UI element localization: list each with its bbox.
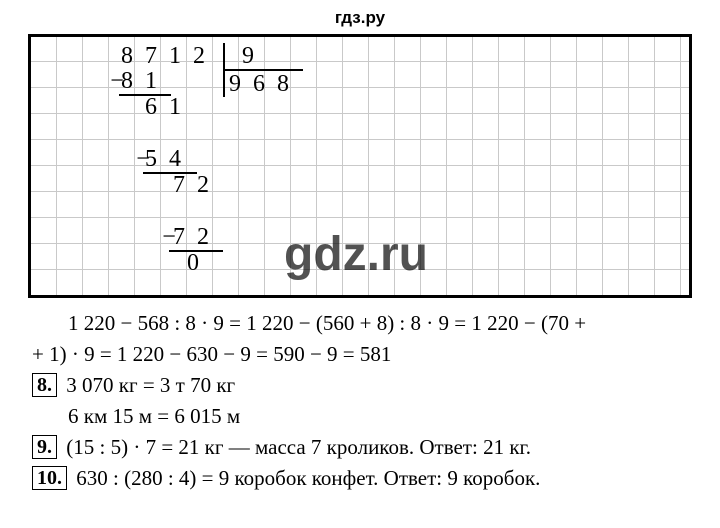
- quotient: 968: [229, 71, 301, 97]
- page-header: гдз.ру: [0, 0, 720, 32]
- long-division-grid: 8712 9 968 −8161−5472−720 gdz.ru: [28, 34, 692, 298]
- problem-9-text: (15 : 5) · 7 = 21 кг — масса 7 кроликов.…: [66, 435, 531, 459]
- problem-9: 9. (15 : 5) · 7 = 21 кг — масса 7 кролик…: [32, 432, 692, 462]
- dividend: 8712: [121, 43, 217, 69]
- subtrahend: 72: [173, 224, 221, 250]
- remainder: 61: [145, 94, 193, 120]
- divisor: 9: [235, 43, 261, 69]
- watermark-text: gdz.ru: [284, 227, 428, 282]
- subtrahend: 54: [145, 146, 193, 172]
- problem-10-text: 630 : (280 : 4) = 9 коробок конфет. Отве…: [76, 466, 540, 490]
- subtrahend: 81: [121, 68, 169, 94]
- problem-10: 10. 630 : (280 : 4) = 9 коробок конфет. …: [32, 463, 692, 493]
- solutions-block: 1 220 − 568 : 8 · 9 = 1 220 − (560 + 8) …: [32, 308, 692, 493]
- divisor-underline: [223, 69, 303, 71]
- problem-8-text-1: 3 070 кг = 3 т 70 кг: [66, 373, 235, 397]
- remainder: 72: [173, 172, 221, 198]
- remainder: 0: [187, 250, 211, 276]
- problem-8-line-2: 6 км 15 м = 6 015 м: [32, 401, 692, 431]
- problem-8-number: 8.: [32, 373, 57, 397]
- equation-line-2: + 1) · 9 = 1 220 − 630 − 9 = 590 − 9 = 5…: [32, 339, 692, 369]
- problem-9-number: 9.: [32, 435, 57, 459]
- problem-10-number: 10.: [32, 466, 67, 490]
- problem-8-line-1: 8. 3 070 кг = 3 т 70 кг: [32, 370, 692, 400]
- equation-line-1: 1 220 − 568 : 8 · 9 = 1 220 − (560 + 8) …: [32, 308, 692, 338]
